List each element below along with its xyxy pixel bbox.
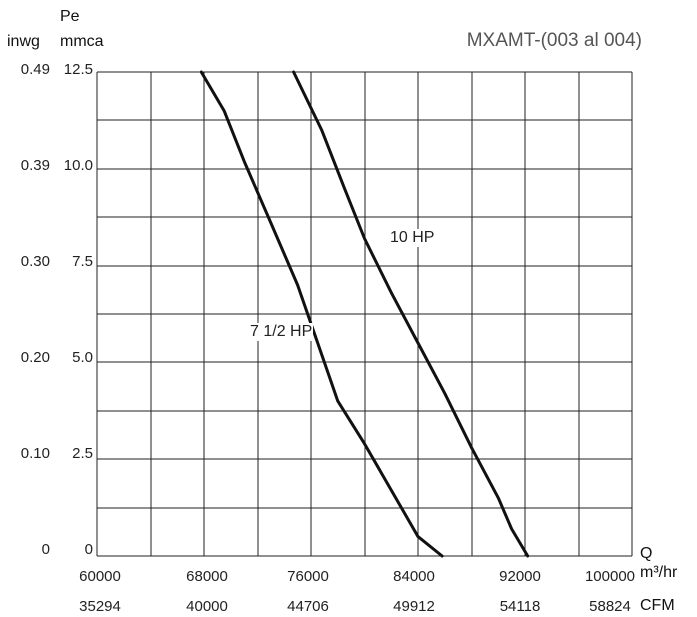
x-tick-cfm: 58824 [589, 598, 631, 615]
y-tick-inwg: 0.10 [20, 445, 50, 462]
y-tick-mmca: 10.0 [63, 157, 93, 174]
x-tick-m3hr: 68000 [186, 568, 228, 585]
x-tick-cfm: 35294 [79, 598, 121, 615]
x-tick-m3hr: 76000 [287, 568, 329, 585]
series-line-1 [292, 70, 530, 558]
y-axis-label-pe: Pe [60, 8, 80, 25]
series-line-0 [199, 70, 444, 558]
x-tick-m3hr: 60000 [79, 568, 121, 585]
x-tick-cfm: 40000 [186, 598, 228, 615]
x-tick-m3hr: 92000 [499, 568, 541, 585]
series-label-10hp: 10 HP [389, 229, 436, 247]
y-tick-mmca: 2.5 [72, 445, 93, 462]
performance-curves [199, 70, 530, 558]
y-unit-inwg: inwg [7, 33, 40, 50]
x-tick-cfm: 49912 [393, 598, 435, 615]
y-tick-inwg: 0.49 [20, 61, 50, 78]
x-unit-m3hr: m³/hr [640, 564, 678, 581]
x-tick-cfm: 54118 [499, 598, 541, 615]
y-tick-mmca: 0 [84, 541, 93, 558]
y-tick-mmca: 5.0 [72, 349, 93, 366]
y-tick-inwg: 0.20 [20, 349, 50, 366]
y-tick-mmca: 7.5 [72, 253, 93, 270]
x-tick-cfm: 44706 [287, 598, 329, 615]
y-tick-inwg: 0.39 [20, 157, 50, 174]
y-tick-mmca: 12.5 [63, 61, 93, 78]
chart-grid [96, 71, 633, 557]
series-label-7-5hp: 7 1/2 HP [249, 323, 314, 341]
y-tick-inwg: 0.30 [20, 253, 50, 270]
x-axis-label-q: Q [640, 545, 653, 562]
chart-title: MXAMT-(003 al 004) [466, 30, 642, 51]
y-tick-inwg: 0 [41, 541, 50, 558]
x-tick-m3hr: 100000 [584, 568, 636, 585]
y-unit-mmca: mmca [60, 33, 104, 50]
x-unit-cfm: CFM [640, 597, 675, 614]
x-tick-m3hr: 84000 [393, 568, 435, 585]
